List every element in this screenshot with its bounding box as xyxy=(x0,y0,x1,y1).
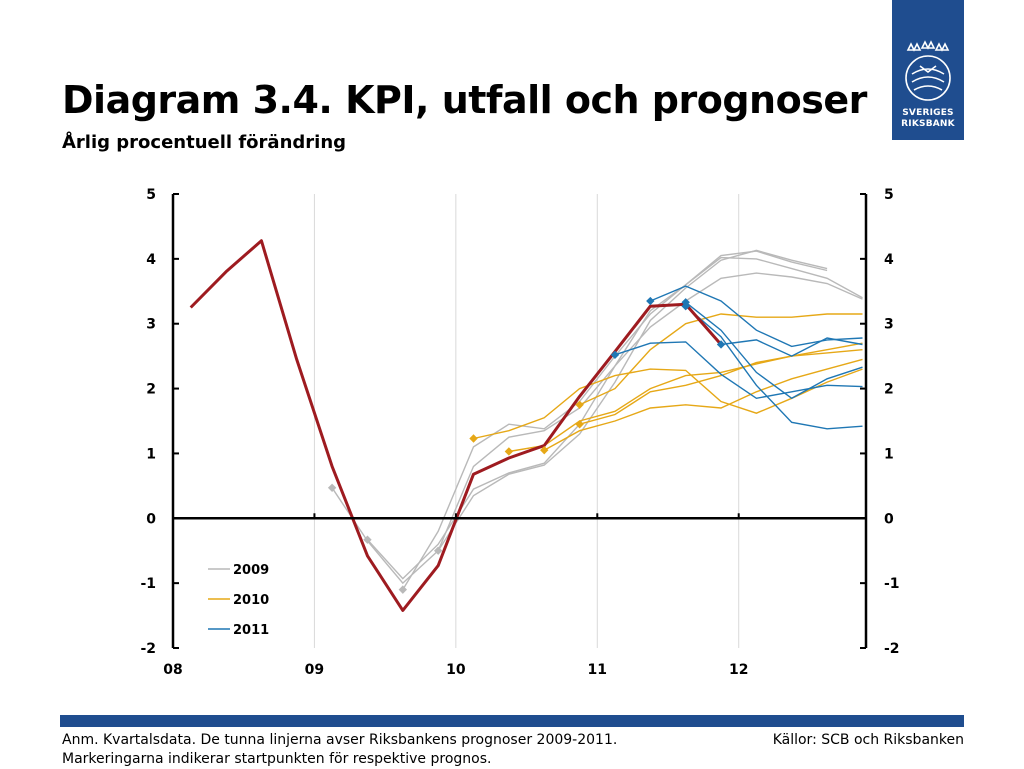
y-tick-label-left: 0 xyxy=(146,511,156,527)
y-tick-label-right: 0 xyxy=(884,511,894,527)
forecast-line-2011-13 xyxy=(720,337,863,357)
forecast-start-marker-2009-0 xyxy=(327,483,337,493)
forecast-start-marker-2010-5 xyxy=(504,447,514,456)
tick-labels: 5 54 43 32 21 10 0-1 -1-2 -208 09 10 11 12 xyxy=(140,187,899,678)
forecast-line-2010-5 xyxy=(508,342,863,453)
forecast-start-marker-2010-8 xyxy=(575,420,584,429)
forecast-start-marker-2009-3 xyxy=(433,546,443,555)
forecast-start-marker-2010-4 xyxy=(469,434,478,443)
legend: 2009 2010 2011 xyxy=(208,563,269,638)
y-tick-label-left: -1 xyxy=(140,576,156,592)
forecast-start-marker-2010-6 xyxy=(540,445,549,455)
x-tick-label: 09 xyxy=(305,662,324,678)
y-tick-label-left: 1 xyxy=(146,446,156,462)
footnote: Anm. Kvartalsdata. De tunna linjerna avs… xyxy=(62,732,618,767)
forecast-line-2010-4 xyxy=(473,368,863,440)
riksbank-logo: SVERIGES RIKSBANK xyxy=(892,0,964,140)
y-tick-label-left: -2 xyxy=(140,641,156,657)
y-tick-label-right: 3 xyxy=(884,317,894,333)
forecast-line-2011-9 xyxy=(614,341,863,400)
forecast-start-marker-2011-9 xyxy=(610,350,620,360)
footer-bar xyxy=(60,715,964,727)
y-tick-label-right: 1 xyxy=(884,446,894,462)
legend-label-2010: 2010 xyxy=(233,593,269,608)
forecast-line-2009-3 xyxy=(437,272,863,551)
y-tick-label-right: 4 xyxy=(884,252,894,268)
y-tick-label-left: 3 xyxy=(146,317,156,333)
y-tick-label-right: -2 xyxy=(884,641,900,657)
x-tick-label: 10 xyxy=(446,662,466,678)
sources-note: Källor: SCB och Riksbanken xyxy=(772,732,964,748)
forecast-start-marker-2011-10 xyxy=(646,296,655,306)
forecast-line-2010-8 xyxy=(579,349,863,425)
forecast-start-marker-2011-12 xyxy=(681,302,690,311)
y-tick-label-right: 5 xyxy=(884,187,894,203)
outcome-line xyxy=(189,239,726,612)
logo-line-1: SVERIGES xyxy=(902,108,954,118)
forecast-start-marker-2010-7 xyxy=(575,400,584,409)
forecast-start-marker-2011-13 xyxy=(716,340,726,349)
forecast-start-marker-2009-2 xyxy=(398,585,408,594)
legend-label-2011: 2011 xyxy=(233,623,269,638)
y-tick-label-left: 5 xyxy=(146,187,156,203)
crown-emblem-icon xyxy=(905,40,951,101)
y-tick-label-left: 2 xyxy=(146,382,156,398)
y-tick-label-right: 2 xyxy=(884,382,894,398)
axes xyxy=(171,193,868,649)
forecast-line-2010-7 xyxy=(579,313,863,406)
forecast-line-2011-11 xyxy=(685,301,863,400)
y-tick-label-left: 4 xyxy=(146,252,156,268)
forecast-start-marker-2009-1 xyxy=(363,535,372,544)
forecast-line-2011-10 xyxy=(650,285,863,348)
x-tick-label: 11 xyxy=(588,662,607,678)
outcome-series-line xyxy=(189,239,723,612)
forecast-line-2010-6 xyxy=(543,358,863,451)
y-tick-label-right: -1 xyxy=(884,576,900,592)
page-subtitle: Årlig procentuell förändring xyxy=(62,132,347,153)
vertical-gridlines xyxy=(313,194,740,648)
x-tick-label: 12 xyxy=(729,662,748,678)
logo-line-2: RIKSBANK xyxy=(901,119,955,129)
page-title: Diagram 3.4. KPI, utfall och prognoser xyxy=(62,78,867,122)
x-tick-label: 08 xyxy=(163,662,182,678)
legend-label-2009: 2009 xyxy=(233,563,269,578)
forecast-line-2009-0 xyxy=(331,249,828,585)
forecast-line-2011-12 xyxy=(685,305,863,430)
